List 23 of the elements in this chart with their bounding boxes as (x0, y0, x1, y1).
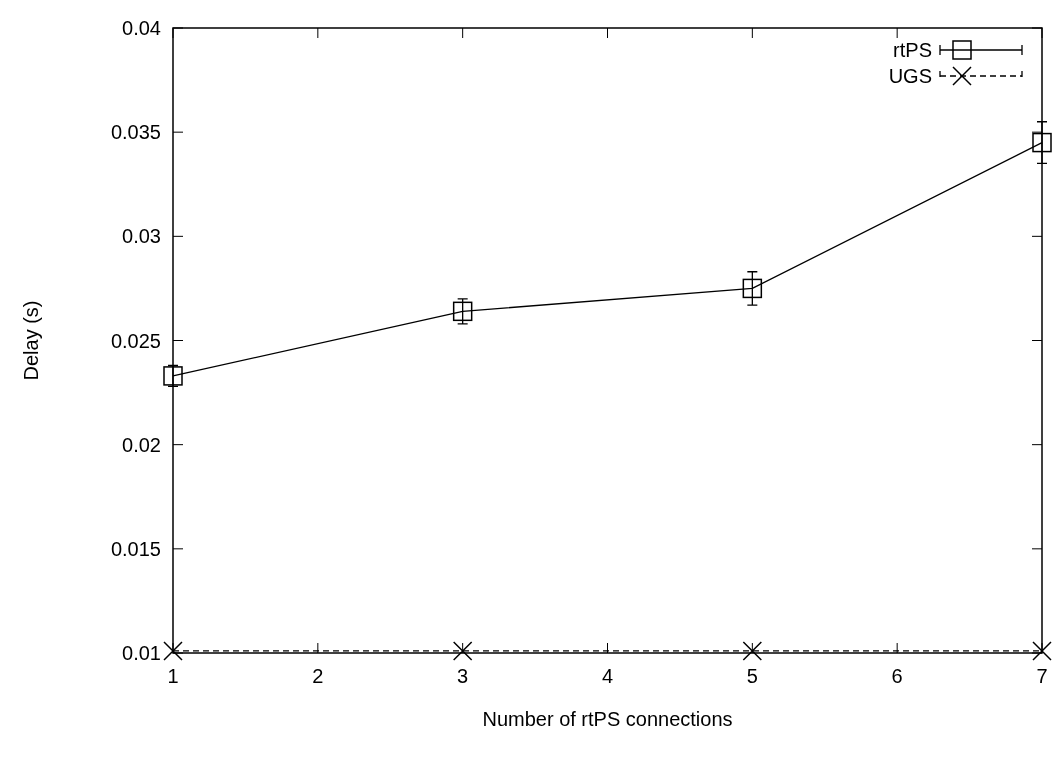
legend-label: rtPS (893, 39, 932, 61)
x-tick-label: 6 (891, 665, 903, 687)
y-axis-title: Delay (s) (20, 300, 42, 381)
x-tick-label: 5 (746, 665, 758, 687)
y-tick-label: 0.02 (122, 433, 161, 456)
x-tick-label: 4 (601, 665, 614, 687)
x-tick-label: 1 (167, 665, 179, 687)
point (452, 301, 473, 322)
y-tick-label: 0.01 (122, 642, 161, 664)
x-axis-title: Number of rtPS connections (482, 708, 733, 730)
legend-label: UGS (888, 65, 932, 87)
y-tick-label: 0.035 (110, 121, 161, 144)
x-tick-label: 7 (1036, 665, 1048, 687)
point (1032, 132, 1052, 153)
y-tick-label: 0.015 (110, 537, 161, 560)
point (452, 641, 473, 661)
point (742, 641, 763, 661)
x-tick-label: 2 (312, 665, 324, 687)
y-tick-label: 0.025 (110, 329, 161, 352)
point (742, 278, 763, 299)
y-tick-label: 0.04 (122, 17, 161, 39)
y-tick-label: 0.03 (122, 225, 161, 248)
x-tick-label: 3 (457, 665, 469, 687)
